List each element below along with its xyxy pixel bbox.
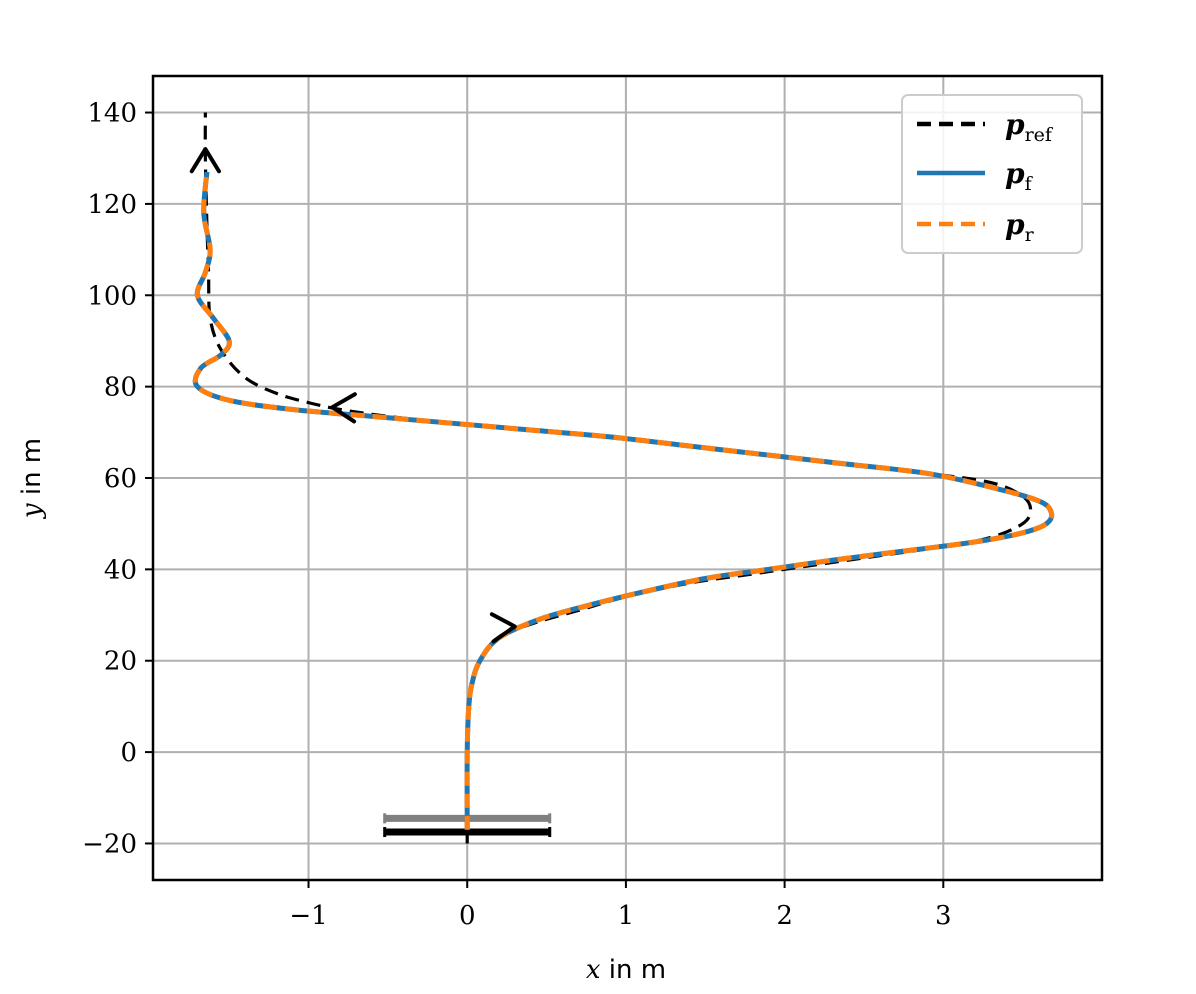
legend-label-f: pf xyxy=(1005,157,1034,195)
direction-arrow xyxy=(330,392,357,424)
y-axis-label: y in m xyxy=(17,438,47,519)
legend-label-ref: pref xyxy=(1005,108,1054,146)
y-tick-label: 0 xyxy=(120,738,137,768)
legend: pref pf pr xyxy=(901,94,1083,254)
series-line-r xyxy=(192,171,1055,830)
x-axis-label: x in m xyxy=(586,955,666,985)
legend-label-r: pr xyxy=(1005,208,1035,246)
y-tick-label: 100 xyxy=(87,281,137,311)
ticks: −1 0 1 2 3 −20 0 20 40 60 80 100 120 140 xyxy=(82,99,951,931)
direction-arrow xyxy=(489,612,517,644)
y-tick-label: 140 xyxy=(87,99,137,129)
y-tick-label: −20 xyxy=(82,829,137,859)
series-line-f xyxy=(192,171,1055,830)
direction-arrow xyxy=(189,147,221,174)
x-tick-label: 2 xyxy=(776,901,793,931)
y-tick-label: 80 xyxy=(104,373,137,403)
x-tick-label: 0 xyxy=(459,901,476,931)
plot-area xyxy=(189,112,1055,844)
x-tick-label: 3 xyxy=(935,901,952,931)
y-tick-label: 120 xyxy=(87,190,137,220)
y-tick-label: 60 xyxy=(104,464,137,494)
y-tick-label: 20 xyxy=(104,647,137,677)
y-tick-label: 40 xyxy=(104,555,137,585)
x-tick-label: 1 xyxy=(618,901,635,931)
legend-box xyxy=(901,94,1083,254)
x-tick-label: −1 xyxy=(289,901,327,931)
